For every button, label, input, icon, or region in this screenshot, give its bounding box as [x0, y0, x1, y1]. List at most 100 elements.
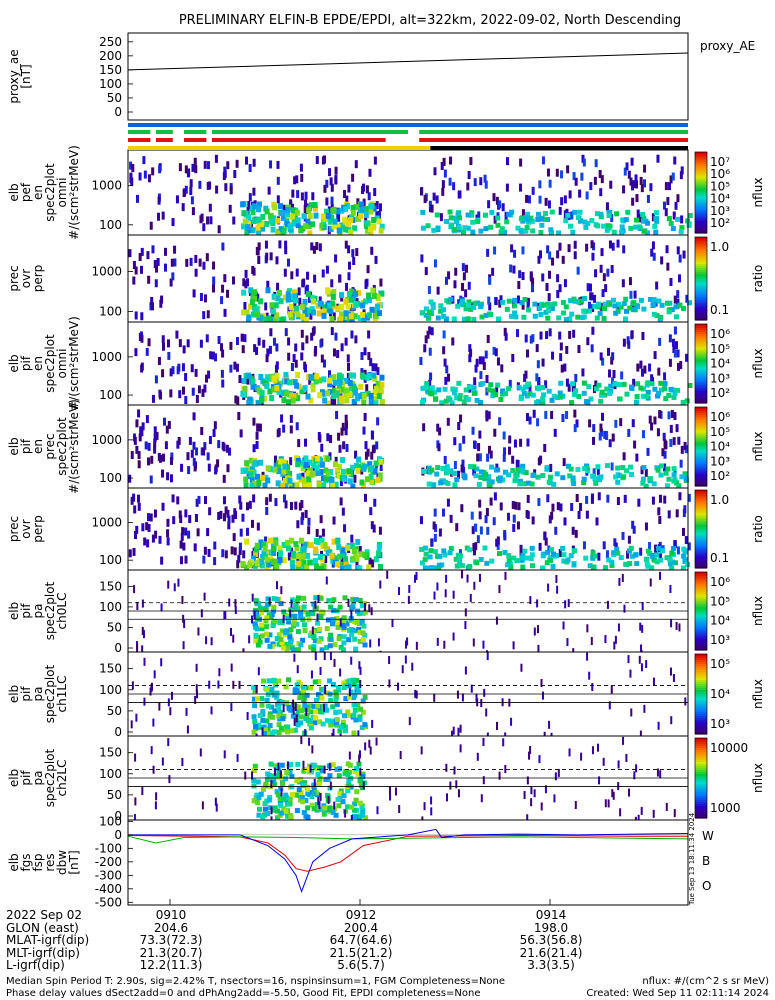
spec-en-omni-cell — [652, 223, 658, 229]
fgs-frame — [127, 819, 689, 906]
pa-ch2lc-cell — [480, 794, 483, 803]
pa-ch2lc-cell — [554, 772, 557, 781]
prec-ovr-perp-e-cell — [506, 298, 512, 304]
prec-ovr-perp-i-cell — [285, 539, 291, 546]
spec-en-omni-cell — [332, 218, 338, 225]
pa-ch2lc-cell — [336, 773, 342, 779]
pa-ch2lc-cell — [526, 814, 529, 823]
spec-en-prec-i-colorbar-cell — [695, 418, 707, 422]
spec-en-omni-colorbar-cell — [695, 184, 707, 188]
spec-en-omni-i-cell — [166, 339, 170, 348]
prec-ovr-perp-e-cell — [134, 311, 138, 320]
pa-ch1lc-cell — [311, 703, 317, 709]
spec-en-omni-cell — [560, 197, 564, 206]
spec-en-omni-i-cell — [334, 390, 340, 397]
pa-ch0lc-cell — [461, 570, 464, 579]
spec-en-prec-i-cell — [273, 455, 277, 464]
prec-ovr-perp-i-cell — [478, 556, 484, 562]
pa-ch2lc-cell — [141, 787, 144, 796]
pa-ch1lc-cell — [334, 701, 340, 707]
prec-ovr-perp-i-cell — [676, 546, 680, 555]
spec-en-omni-i-cell — [639, 360, 643, 369]
prec-ovr-perp-e-cell — [488, 276, 492, 285]
spec-en-omni-i-cell — [486, 334, 490, 343]
prec-ovr-perp-e-cell — [593, 294, 597, 303]
prec-ovr-perp-e-cell — [264, 240, 268, 249]
spec-en-omni-i-cell — [611, 377, 615, 386]
prec-ovr-perp-i-cell — [591, 564, 597, 570]
prec-ovr-perp-i-cell — [241, 513, 245, 522]
prec-ovr-perp-e-cell — [549, 306, 555, 312]
spec-en-omni-cell — [432, 192, 436, 201]
spec-en-omni-i-cell — [360, 352, 364, 361]
spec-en-omni-i-cell — [214, 353, 218, 362]
pa-ch2lc-cell — [298, 790, 304, 796]
spec-en-omni-colorbar-cell — [695, 158, 707, 161]
prec-ovr-perp-e-cell — [202, 311, 206, 320]
prec-ovr-perp-e-cell — [508, 313, 514, 319]
prec-ovr-perp-i-cell — [302, 542, 308, 549]
spec-en-prec-i-colorbar-cell — [695, 466, 707, 469]
spec-en-omni-cell — [641, 228, 647, 234]
pa-ch2lc-cell — [251, 771, 254, 780]
spec-en-omni-i-cell — [363, 347, 367, 356]
pa-ch2lc-colorbar-cell — [695, 806, 707, 809]
pa-ch1lc-cell — [269, 686, 275, 692]
pa-ch1lc-colorbar-cell — [695, 658, 707, 661]
fgs-legend-O: O — [702, 879, 711, 893]
pa-ch2lc-cell — [272, 805, 278, 811]
prec-ovr-perp-e-cell — [310, 242, 314, 251]
prec-ovr-perp-e-cell — [424, 267, 428, 276]
prec-ovr-perp-i-cell — [551, 503, 555, 512]
prec-ovr-perp-e-cell — [360, 311, 366, 318]
spec-en-omni-i-cell — [314, 346, 318, 355]
pa-ch1lc-cell — [260, 717, 266, 723]
spec-en-omni-i-cell — [524, 393, 530, 399]
pa-ch2lc-cell — [358, 776, 364, 782]
pa-ch0lc-colorbar-cell — [695, 593, 707, 596]
pa-ch2lc-cell — [359, 767, 362, 776]
prec-ovr-perp-i-cell — [262, 546, 268, 553]
prec-ovr-perp-i-cell — [340, 557, 344, 566]
spec-en-prec-i-cell — [153, 445, 157, 454]
spec-en-prec-i-cell — [262, 482, 268, 489]
prec-ovr-perp-i-cell — [179, 556, 183, 565]
spec-en-omni-i-cell — [268, 373, 274, 380]
pa-ch0lc-cell — [334, 622, 340, 628]
prec-ovr-perp-i-cell — [339, 497, 343, 506]
spec-en-omni-i-cell — [658, 380, 664, 386]
spec-en-prec-i-cell — [356, 456, 362, 463]
prec-ovr-perp-i-cell — [307, 517, 311, 526]
pa-ch0lc-cell — [253, 632, 259, 638]
spec-en-omni-cell — [365, 220, 371, 227]
spec-en-omni-i-cell — [346, 372, 350, 381]
pa-ch1lc-colorbar-cell — [695, 662, 707, 665]
pa-ch2lc-cell — [283, 808, 289, 814]
spec-en-omni-i-cell — [473, 377, 477, 386]
pa-ch1lc-cell — [246, 711, 249, 720]
pa-ch0lc-cell — [286, 619, 292, 625]
pa-ch0lc-ylabel: elb — [7, 602, 21, 620]
prec-ovr-perp-i-colorbar-cell — [695, 507, 707, 511]
spec-en-omni-i-cell — [140, 334, 144, 343]
prec-ovr-perp-e-cell — [128, 249, 132, 258]
spec-en-omni-cell — [250, 209, 256, 216]
spec-en-omni-i-cell — [546, 388, 552, 394]
spec-en-omni-cell — [354, 160, 358, 169]
spec-en-prec-i-cell — [511, 455, 515, 464]
spec-en-omni-i-cell — [245, 372, 251, 379]
spec-en-prec-i-cell — [462, 473, 468, 479]
pa-ch1lc-cell — [340, 719, 346, 725]
spec-en-omni-i-cell — [344, 397, 350, 404]
spec-en-prec-i-cell — [330, 482, 336, 489]
pa-ch2lc-cell — [280, 781, 286, 787]
spec-en-prec-i-cell — [671, 466, 677, 472]
pa-ch1lc-cell — [252, 719, 258, 725]
spec-en-omni-i-cell — [663, 372, 667, 381]
prec-ovr-perp-i-cell — [590, 495, 594, 504]
spec-en-prec-i-colorbar-cell — [695, 446, 707, 450]
pa-ch0lc-cell — [464, 608, 467, 617]
pa-ch0lc-ytick: 150 — [99, 579, 122, 593]
pa-ch1lc-cell — [335, 685, 341, 691]
